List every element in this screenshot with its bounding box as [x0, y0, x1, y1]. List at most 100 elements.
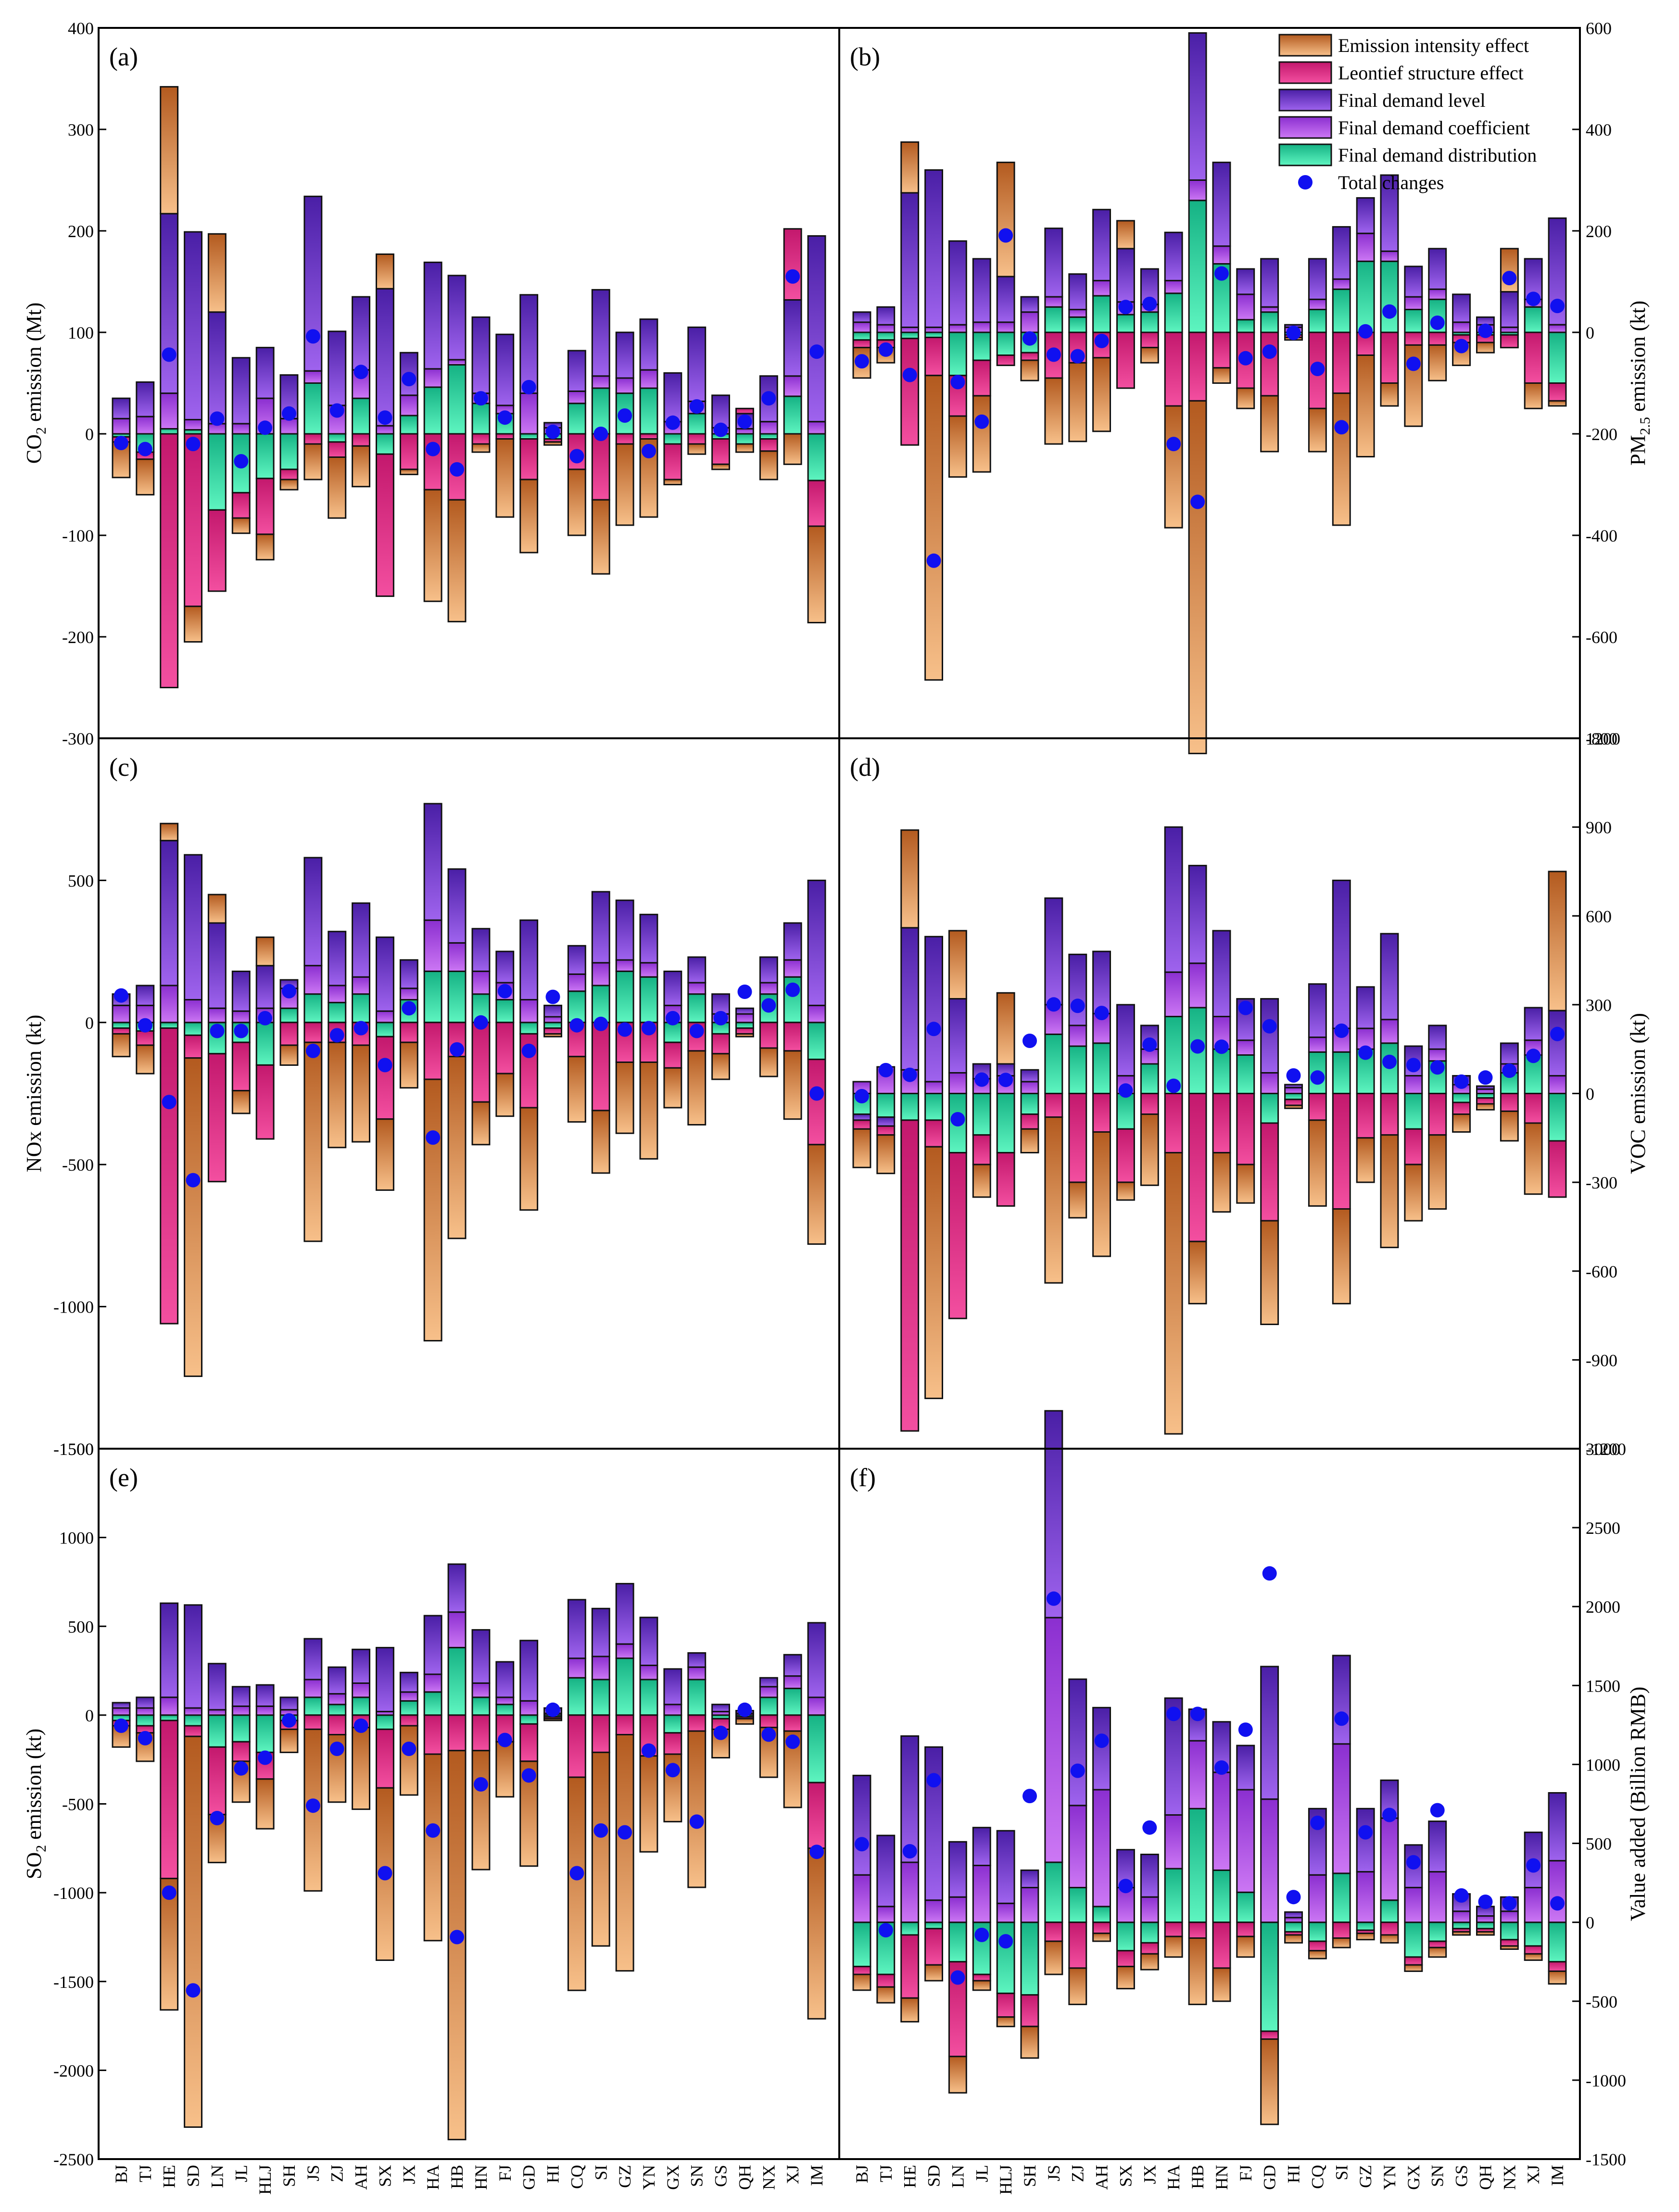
bar-ei-jx [399, 1041, 418, 1089]
bar-fdl-hn [1212, 930, 1231, 1017]
bar-ei-jx [399, 1725, 418, 1796]
bar-ls-si [1332, 1921, 1351, 1939]
total-dot-hlj [258, 420, 273, 435]
bar-fdd-hb [1188, 200, 1207, 333]
category-label-gd: GD [1260, 2165, 1279, 2190]
bar-ls-he [900, 1119, 920, 1432]
bar-fdc-bj [112, 1004, 131, 1024]
bar-fdd-sd [924, 1921, 943, 1930]
bar-ls-fj [495, 433, 515, 440]
bar-fdl-hn [471, 316, 491, 394]
bar-fdl-fj [495, 1661, 515, 1698]
bar-fdl-xj [783, 1654, 802, 1677]
bar-fdd-sn [687, 413, 707, 435]
total-dot-ah [1094, 1006, 1109, 1021]
bar-ei-sh [279, 1728, 299, 1753]
total-dot-xj [1526, 291, 1541, 306]
legend: Emission intensity effect Leontief struct… [1278, 34, 1537, 193]
bar-ls-yn [1380, 331, 1399, 384]
panel-2: -800 -600 -400 -200 0 200 400 600 PM2.5 emission… [838, 19, 1653, 755]
bar-fdl-gs [711, 993, 730, 1015]
y-axis-title: NOx emission (kt) [22, 1015, 46, 1173]
bar-fdl-he [160, 1602, 179, 1698]
bar-fdc-hi [1284, 1087, 1303, 1094]
bar-ei-nx [759, 450, 778, 480]
total-dot-js [305, 1043, 320, 1058]
bar-ei-nx [759, 1047, 778, 1077]
bars [852, 32, 1567, 755]
bar-fdc-sh [1020, 1081, 1039, 1094]
total-dot-ln [210, 1024, 225, 1038]
bar-fdc-he [160, 985, 179, 1024]
bar-ls-sx [376, 453, 394, 597]
bar-fdd-gd [519, 1022, 539, 1035]
bar-ls-yn [639, 433, 658, 440]
bar-fdl-ah [1092, 950, 1111, 1014]
bar-fdd-hn [471, 1696, 491, 1716]
y-tick-label: 1500 [1586, 1676, 1620, 1695]
bar-fdl-ha [423, 1615, 442, 1675]
bar-fdl-jx [1140, 1854, 1159, 1898]
y-tick-label: -600 [1586, 1262, 1617, 1281]
category-label-ha: HA [423, 2165, 442, 2190]
bar-fdl-hi [543, 1004, 562, 1018]
y-tick-label: -100 [62, 526, 94, 545]
category-label-hb: HB [447, 2165, 467, 2189]
bar-fdd-hb [1188, 1808, 1207, 1923]
bar-fdc-jx [1140, 1896, 1159, 1923]
bar-fdd-gx [663, 1022, 682, 1043]
bar-ls-yn [1380, 1093, 1399, 1136]
bar-fdd-ah [1092, 295, 1111, 333]
total-dot-sx [378, 1058, 392, 1073]
bars [112, 86, 826, 688]
total-dot-ah [353, 1021, 368, 1036]
category-label-zj: ZJ [328, 2165, 347, 2182]
bar-fdl-sd [184, 1604, 203, 1709]
legend-item-total: Total changes [1298, 172, 1444, 193]
bar-fdl-ah [352, 296, 370, 371]
bar-ls-im [807, 1059, 826, 1146]
total-dot-cq [1310, 362, 1325, 376]
bar-ls-bj [112, 1027, 131, 1035]
bar-ls-gd [519, 438, 539, 480]
bar-ls-ln [207, 509, 227, 592]
bar-fdc-qh [1476, 1915, 1495, 1923]
y-tick-label: 400 [1586, 120, 1612, 139]
bar-ls-sh [1020, 352, 1039, 361]
bar-fdl-zj [328, 931, 347, 986]
category-label-si: SI [591, 2165, 610, 2180]
bar-ei-xj [1524, 1122, 1543, 1195]
total-dot-gs [713, 1011, 728, 1025]
bar-fdl-hb [447, 868, 467, 944]
bar-fdc-cq [567, 390, 586, 404]
bar-ls-si [1332, 1093, 1351, 1210]
total-dot-hlj [258, 1011, 273, 1025]
bar-ei-gx [663, 1067, 682, 1109]
bar-fdd-jx [1140, 1063, 1159, 1094]
bar-fdl-zj [1068, 953, 1087, 1026]
bar-ls-hn [1212, 331, 1231, 369]
bar-fdl-qh [1476, 1085, 1495, 1090]
bar-fdc-gx [1404, 1075, 1423, 1095]
bar-ei-xj [1524, 1953, 1543, 1961]
category-label-jl: JL [231, 2165, 251, 2182]
bar-fdd-gz [615, 1657, 634, 1716]
total-dot-gs [713, 1725, 728, 1740]
bar-fdc-fj [1236, 1039, 1255, 1056]
total-dot-jl [974, 1927, 989, 1942]
bar-ls-sx [376, 1728, 394, 1789]
bar-fdc-hb [1188, 179, 1207, 202]
bar-ei-tj [876, 1986, 896, 2004]
bar-ei-sh [279, 1044, 299, 1066]
y-tick-label: -400 [1586, 526, 1617, 545]
bar-fdc-ah [1092, 279, 1111, 297]
total-dot-he [902, 1844, 917, 1858]
total-dot-sd [186, 437, 201, 452]
category-label-jx: JX [399, 2165, 418, 2184]
bar-ei-si [1332, 1937, 1351, 1948]
bar-ei-qh [735, 443, 754, 453]
total-dot-sx [1118, 300, 1133, 315]
bar-ls-xj [783, 228, 802, 301]
bar-fdd-zj [328, 1704, 347, 1716]
bar-fdd-sx [1116, 1921, 1135, 1952]
